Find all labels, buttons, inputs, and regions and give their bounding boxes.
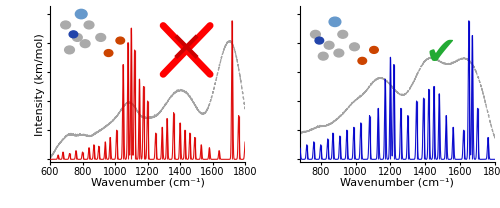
Circle shape [60, 21, 70, 29]
X-axis label: Wavenumber (cm⁻¹): Wavenumber (cm⁻¹) [340, 177, 454, 187]
Circle shape [76, 9, 87, 19]
Circle shape [370, 47, 378, 53]
Circle shape [64, 46, 74, 54]
Circle shape [96, 33, 106, 41]
Circle shape [338, 30, 347, 38]
Circle shape [318, 52, 328, 60]
Circle shape [315, 37, 324, 44]
Circle shape [310, 30, 320, 38]
Circle shape [69, 31, 78, 38]
Circle shape [324, 41, 334, 49]
Text: ✔: ✔ [424, 34, 456, 72]
Circle shape [334, 49, 344, 57]
Circle shape [116, 37, 124, 44]
X-axis label: Wavenumber (cm⁻¹): Wavenumber (cm⁻¹) [90, 177, 204, 187]
Circle shape [84, 21, 94, 29]
Y-axis label: Intensity (km/mol): Intensity (km/mol) [35, 33, 45, 136]
Circle shape [329, 17, 341, 26]
Circle shape [358, 57, 366, 64]
Circle shape [72, 33, 82, 41]
Text: ✕: ✕ [169, 29, 204, 71]
Circle shape [104, 50, 113, 56]
Circle shape [350, 43, 360, 51]
Circle shape [80, 40, 90, 48]
